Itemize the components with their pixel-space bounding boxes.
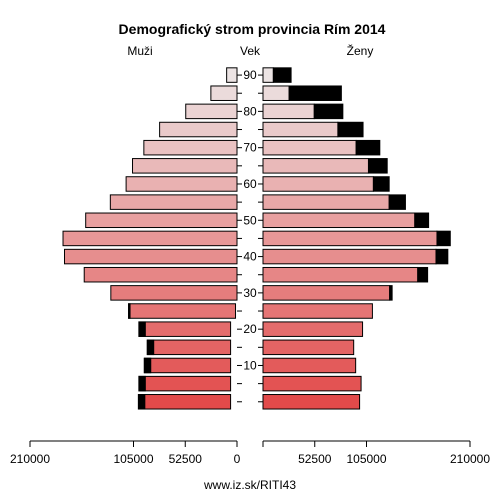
x-tick-label-right: 210000 (450, 452, 490, 466)
female-surplus-75 (337, 121, 364, 138)
female-surplus-85 (288, 85, 342, 101)
male-bar-45 (62, 230, 238, 247)
x-tick-label-left: 105000 (113, 452, 153, 466)
female-bar-85 (262, 85, 290, 101)
age-tick-label: 70 (243, 141, 257, 155)
male-bar-65 (132, 158, 238, 174)
x-tick-label-left: 52500 (169, 452, 203, 466)
female-surplus-80 (313, 103, 344, 120)
female-surplus-55 (388, 194, 406, 210)
age-tick-label: 30 (243, 286, 257, 300)
female-surplus-35 (417, 266, 429, 283)
male-bar-70 (143, 139, 238, 156)
female-bar-55 (262, 194, 390, 210)
male-label: Muži (127, 44, 152, 58)
female-bar-5 (262, 375, 362, 392)
female-bar-60 (262, 176, 374, 192)
male-bar-30 (110, 285, 238, 301)
x-tick-label-left: 210000 (10, 452, 50, 466)
male-bar-25 (128, 303, 237, 319)
x-axis: 210000 105000 52500 0 52500 105000 210000 (10, 440, 490, 466)
age-tick-label: 10 (243, 358, 257, 372)
female-surplus-90 (272, 67, 292, 83)
female-bar-10 (262, 357, 357, 374)
age-tick-label: 80 (243, 104, 257, 118)
female-bars (262, 67, 451, 410)
male-bar-10 (143, 357, 232, 374)
age-tick-label: 50 (243, 213, 257, 227)
female-surplus-40 (435, 248, 449, 265)
age-axis: 10 20 30 40 50 60 70 80 90 (237, 68, 263, 403)
female-surplus-65 (367, 158, 388, 174)
male-bar-55 (109, 194, 238, 210)
age-tick-label: 90 (243, 68, 257, 82)
chart-title: Demografický strom provincia Rím 2014 (119, 21, 386, 37)
male-bar-5 (138, 375, 232, 392)
female-label: Ženy (347, 43, 374, 58)
male-bar-60 (125, 176, 238, 192)
female-bar-90 (262, 67, 274, 83)
female-surplus-70 (355, 139, 381, 156)
male-bar-75 (159, 121, 238, 138)
female-bar-35 (262, 266, 419, 283)
female-bar-40 (262, 248, 437, 265)
male-bar-85 (210, 85, 238, 101)
x-tick-label-right: 52500 (298, 452, 332, 466)
male-bar-90 (226, 67, 238, 83)
female-bar-65 (262, 158, 369, 174)
male-bar-0 (137, 394, 232, 410)
female-bar-50 (262, 212, 416, 229)
age-label: Vek (240, 44, 261, 58)
female-bar-25 (262, 303, 373, 319)
male-surplus-5 (138, 375, 146, 392)
male-bar-50 (85, 212, 238, 229)
male-bar-40 (64, 248, 238, 265)
age-tick-label: 60 (243, 177, 257, 191)
male-surplus-15 (146, 339, 155, 356)
female-bar-20 (262, 321, 364, 337)
female-bar-30 (262, 285, 391, 301)
female-surplus-60 (372, 176, 390, 192)
male-surplus-20 (138, 321, 146, 337)
female-surplus-50 (414, 212, 430, 229)
age-tick-label: 40 (243, 250, 257, 264)
x-tick-label-left: 0 (234, 452, 241, 466)
female-bar-0 (262, 394, 361, 410)
male-surplus-0 (137, 394, 146, 410)
male-bar-15 (146, 339, 232, 356)
female-bar-45 (262, 230, 438, 247)
male-surplus-10 (143, 357, 152, 374)
female-bar-75 (262, 121, 339, 138)
female-bar-80 (262, 103, 315, 120)
female-bar-70 (262, 139, 357, 156)
female-surplus-45 (436, 230, 451, 247)
age-tick-label: 20 (243, 322, 257, 336)
male-bar-80 (185, 103, 238, 120)
footer-source: www.iz.sk/RITI43 (203, 478, 296, 492)
female-bar-15 (262, 339, 355, 356)
male-bar-35 (83, 266, 238, 283)
male-bar-20 (138, 321, 232, 337)
female-surplus-30 (389, 285, 393, 301)
x-tick-label-right: 105000 (346, 452, 386, 466)
male-bars (62, 67, 238, 410)
male-surplus-25 (128, 303, 131, 319)
